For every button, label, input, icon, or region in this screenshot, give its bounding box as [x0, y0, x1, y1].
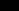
Bar — [6, 7, 8, 9]
Text: 304: 304 — [1, 0, 19, 11]
Text: RESET_B: RESET_B — [13, 1, 19, 11]
Text: 322: 322 — [1, 0, 19, 11]
Text: WLOUT: WLOUT — [14, 0, 19, 11]
Text: WLIN: WLIN — [13, 0, 19, 11]
Text: WLIN: WLIN — [0, 0, 2, 11]
Text: #1: #1 — [3, 0, 19, 11]
Bar — [13, 7, 16, 9]
Text: RESET_B: RESET_B — [3, 1, 19, 11]
Text: RESET_B: RESET_B — [9, 1, 19, 11]
Text: WLIN: WLIN — [3, 0, 19, 11]
Text: R_WB: R_WB — [0, 0, 2, 11]
Text: WLIN: WLIN — [6, 0, 19, 11]
Bar — [8, 7, 11, 9]
Text: 316: 316 — [0, 0, 19, 10]
Text: GO: GO — [13, 0, 19, 11]
Text: WLIN: WLIN — [9, 0, 19, 11]
Text: 318: 318 — [0, 0, 19, 10]
Text: #2: #2 — [6, 0, 19, 11]
Text: RINGOUT: RINGOUT — [15, 0, 19, 11]
Bar — [3, 6, 6, 9]
Text: WLOUT: WLOUT — [7, 0, 19, 11]
Text: RESET_B: RESET_B — [6, 1, 19, 11]
Text: WLOUT: WLOUT — [4, 0, 19, 11]
Text: WLOUT: WLOUT — [10, 0, 19, 11]
Text: R_WB: R_WB — [0, 0, 8, 9]
Text: 314: 314 — [0, 0, 19, 10]
Text: 312: 312 — [0, 0, 18, 10]
Text: #3: #3 — [9, 0, 19, 11]
Text: 302: 302 — [16, 0, 19, 11]
Text: #N: #N — [13, 0, 19, 11]
